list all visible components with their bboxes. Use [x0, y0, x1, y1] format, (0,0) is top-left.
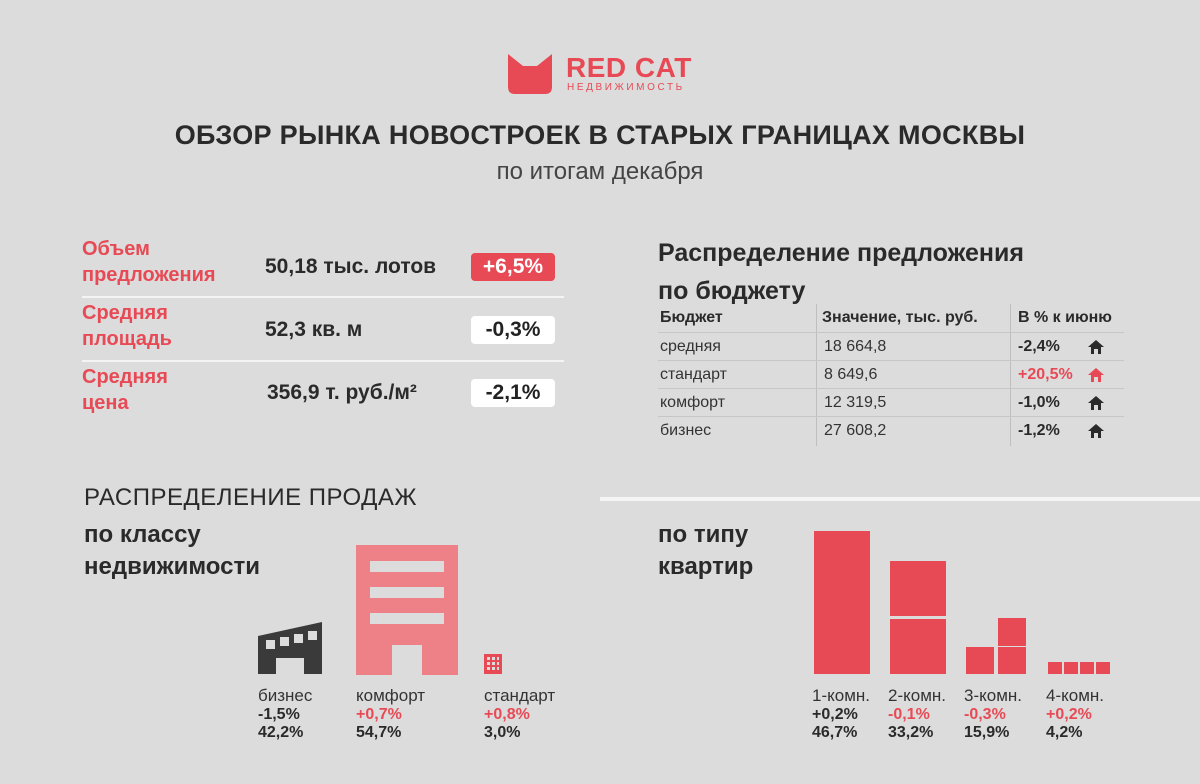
- kpi-label-price: Средняя цена: [82, 366, 168, 414]
- type-item-1room: 1-комн. +0,2% 46,7%: [812, 686, 870, 741]
- budget-header-change: В % к июню: [1018, 309, 1112, 326]
- sales-heading: РАСПРЕДЕЛЕНИЕ ПРОДАЖ: [84, 484, 418, 511]
- table-column-divider: [1010, 304, 1011, 446]
- budget-segment: комфорт: [660, 394, 726, 411]
- building-comfort-icon: [356, 545, 458, 675]
- kpi-label-supply: Объем предложения: [82, 238, 216, 286]
- page-title: ОБЗОР РЫНКА НОВОСТРОЕК В СТАРЫХ ГРАНИЦАХ…: [174, 120, 1026, 150]
- budget-change: -1,0%: [1018, 394, 1060, 411]
- table-row-divider: [658, 388, 1124, 389]
- type-item-3room: 3-комн. -0,3% 15,9%: [964, 686, 1022, 741]
- budget-value: 8 649,6: [824, 366, 878, 383]
- budget-segment: стандарт: [660, 366, 727, 383]
- table-row-divider: [658, 416, 1124, 417]
- type-section-title: по типу квартир: [658, 521, 754, 580]
- table-row-divider: [658, 360, 1124, 361]
- house-icon: [1088, 340, 1104, 354]
- class-section-title: по классу недвижимости: [84, 521, 260, 580]
- kpi-change-supply: +6,5%: [471, 253, 555, 281]
- kpi-label-area: Средняя площадь: [82, 302, 172, 350]
- house-icon: [1088, 368, 1104, 382]
- kpi-divider: [82, 296, 564, 298]
- budget-header-value: Значение, тыс. руб.: [822, 309, 978, 326]
- brand-name: RED CAT: [566, 52, 692, 83]
- kpi-value-price: 356,9 т. руб./м²: [267, 381, 417, 404]
- table-column-divider: [816, 304, 817, 446]
- type-item-2room: 2-комн. -0,1% 33,2%: [888, 686, 946, 741]
- type-item-4room: 4-комн. +0,2% 4,2%: [1046, 686, 1104, 741]
- house-icon: [1088, 396, 1104, 410]
- kpi-value-supply: 50,18 тыс. лотов: [265, 255, 437, 278]
- budget-change: +20,5%: [1018, 366, 1073, 383]
- page-subtitle: по итогам декабря: [496, 158, 704, 185]
- apartment-type-blocks: [814, 531, 1110, 674]
- budget-segment: бизнес: [660, 422, 712, 439]
- budget-change: -1,2%: [1018, 422, 1060, 439]
- budget-value: 18 664,8: [824, 338, 887, 355]
- kpi-value-area: 52,3 кв. м: [265, 318, 363, 341]
- kpi-change-area: -0,3%: [471, 316, 555, 344]
- budget-header-segment: Бюджет: [660, 309, 723, 326]
- budget-change: -2,4%: [1018, 338, 1060, 355]
- kpi-change-price: -2,1%: [471, 379, 555, 407]
- budget-segment: средняя: [660, 338, 721, 355]
- budget-value: 27 608,2: [824, 422, 887, 439]
- building-business-icon: [258, 622, 322, 674]
- class-item-standard: стандарт +0,8% 3,0%: [484, 686, 556, 741]
- building-standard-icon: [484, 654, 502, 674]
- house-icon: [1088, 424, 1104, 438]
- cat-logo-icon: [508, 54, 552, 94]
- budget-title: Распределение предложения по бюджету: [658, 239, 1024, 305]
- section-divider: [600, 497, 1200, 501]
- budget-value: 12 319,5: [824, 394, 887, 411]
- table-row-divider: [658, 332, 1124, 333]
- class-item-comfort: комфорт +0,7% 54,7%: [356, 686, 426, 741]
- kpi-divider: [82, 360, 564, 362]
- brand-subtitle: НЕДВИЖИМОСТЬ: [567, 82, 685, 93]
- class-item-business: бизнес -1,5% 42,2%: [258, 686, 313, 741]
